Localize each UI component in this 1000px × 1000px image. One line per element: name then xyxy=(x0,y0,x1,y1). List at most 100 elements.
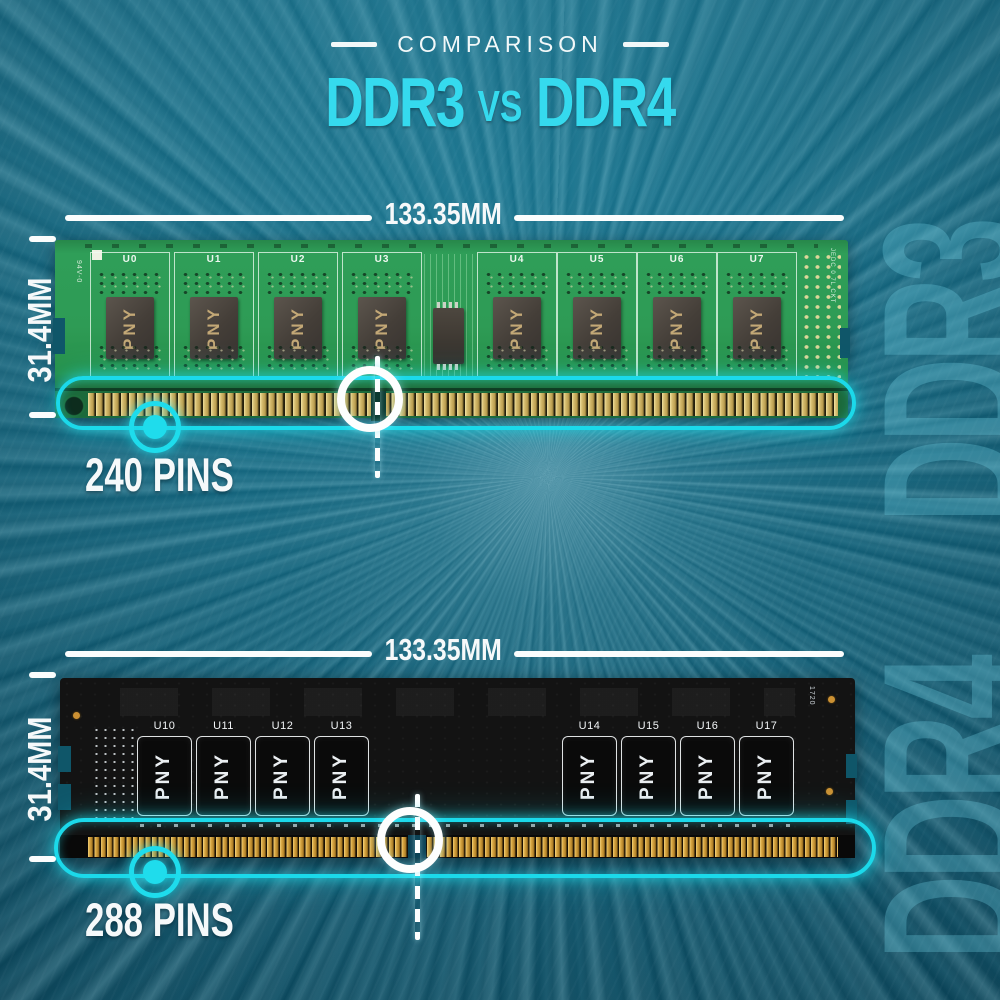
ddr3-chip-label: U0 xyxy=(122,254,138,265)
ddr4-pins xyxy=(88,837,838,857)
ddr3-chip-group: U7 PNY xyxy=(717,252,797,379)
ddr4-watermark-text: DDR4 xyxy=(842,659,1000,960)
ddr3-pad-dots xyxy=(180,270,248,294)
ddr4-memory-chip: PNY xyxy=(621,736,676,816)
eyebrow-dash-left xyxy=(331,42,378,47)
ddr3-width-line-right xyxy=(514,215,844,221)
ddr4-memory-chip: PNY xyxy=(255,736,310,816)
ddr3-pin-highlight-outline xyxy=(56,376,856,430)
ddr4-right-edge-notch-2 xyxy=(846,800,857,824)
ddr3-chip-group: U3 PNY xyxy=(342,252,422,379)
ddr3-pins-count: 240 PINS xyxy=(85,448,234,501)
ddr4-chip-brand: PNY xyxy=(696,751,718,801)
ddr4-height-label: 31.4MM xyxy=(21,716,58,822)
ddr3-height-label: 31.4MM xyxy=(21,277,58,383)
ddr4-chip-label: U17 xyxy=(755,720,778,732)
ddr4-watermark: DDR4 xyxy=(842,632,1000,987)
ddr3-smd-grid xyxy=(801,252,841,378)
ddr4-chip-label: U12 xyxy=(271,720,294,732)
ddr4-chip-brand: PNY xyxy=(578,751,600,801)
ddr3-chip-group: U5 PNY xyxy=(557,252,637,379)
ddr4-bottom-pads xyxy=(140,824,795,827)
ddr4-chip-group: U15 PNY xyxy=(621,720,676,820)
ddr4-pin-highlight-outline xyxy=(54,818,876,878)
ddr4-chip-label: U11 xyxy=(213,720,234,732)
ddr4-chip-group: U12 PNY xyxy=(255,720,310,820)
title-ddr3: DDR3 xyxy=(325,63,465,141)
ddr4-chip-group: U11 PNY xyxy=(196,720,251,820)
ddr3-pcb: 94V-0 JEDC 0 7L CKT U0 PNY U1 PNY U2 PNY U3 PNY… xyxy=(53,240,850,388)
ddr3-pad-dots xyxy=(180,343,248,371)
ddr3-spd-chip xyxy=(433,302,464,370)
ddr3-chip-label: U5 xyxy=(589,254,605,265)
ddr4-top-footprints xyxy=(120,688,795,716)
ddr3-chip-group: U6 PNY xyxy=(637,252,717,379)
ddr3-module: 94V-0 JEDC 0 7L CKT U0 PNY U1 PNY U2 PNY U3 PNY… xyxy=(53,240,850,421)
ddr4-chip-label: U16 xyxy=(696,720,719,732)
ddr4-chip-label: U10 xyxy=(153,720,176,732)
ddr3-pad-dots xyxy=(96,270,164,294)
ddr3-pcb-marking-right: JEDC 0 7L CKT xyxy=(829,248,835,304)
ddr4-module: 1720 U10 PNY U11 PNY U12 PNY U13 PNY U14 PNY U15 PN… xyxy=(58,678,857,858)
ddr3-chip-label: U7 xyxy=(749,254,765,265)
page-title: DDR3 vs DDR4 xyxy=(120,62,880,142)
ddr4-fiducial-dot-left xyxy=(73,712,80,719)
ddr3-pad-dots xyxy=(643,343,711,371)
ddr3-chip-label: U4 xyxy=(509,254,525,265)
ddr3-pad-dots xyxy=(563,343,631,371)
ddr3-chip-group: U1 PNY xyxy=(174,252,254,379)
ddr4-height-tick-top xyxy=(29,672,56,678)
ddr4-width-line-left xyxy=(65,651,372,657)
ddr4-width-line-right xyxy=(514,651,844,657)
ddr3-height-tick-top xyxy=(29,236,56,242)
ddr3-pad-dots xyxy=(264,343,332,371)
ddr3-pad-dots xyxy=(264,270,332,294)
ddr3-width-label: 133.35MM xyxy=(384,196,502,231)
ddr3-chip-group: U4 PNY xyxy=(477,252,557,379)
ddr4-width-label: 133.35MM xyxy=(384,632,502,667)
ddr3-chip-group: U0 PNY xyxy=(90,252,170,379)
ddr4-chip-group: U13 PNY xyxy=(314,720,369,820)
ddr3-chip-group: U2 PNY xyxy=(258,252,338,379)
eyebrow-row: COMPARISON xyxy=(0,31,1000,58)
ddr3-width-line-left xyxy=(65,215,372,221)
ddr4-pin-row xyxy=(60,835,855,858)
ddr4-memory-chip: PNY xyxy=(562,736,617,816)
eyebrow-title: COMPARISON xyxy=(397,31,603,57)
ddr4-left-edge-notch-2 xyxy=(58,784,71,810)
ddr4-chip-brand: PNY xyxy=(271,751,293,801)
ddr4-chip-group: U16 PNY xyxy=(680,720,735,820)
ddr3-fiducial-square xyxy=(92,250,102,260)
eyebrow-dash-right xyxy=(622,42,669,47)
ddr3-chip-label: U3 xyxy=(374,254,390,265)
ddr4-memory-chip: PNY xyxy=(314,736,369,816)
ddr3-pad-dots xyxy=(483,343,551,371)
title-vs: vs xyxy=(477,82,523,131)
ddr4-chip-brand: PNY xyxy=(212,751,234,801)
ddr4-fiducial-dot-right xyxy=(826,788,833,795)
ddr4-pin-callout-dot xyxy=(129,846,181,898)
ddr4-chip-brand: PNY xyxy=(755,751,777,801)
ddr4-chip-brand: PNY xyxy=(153,751,175,801)
ddr4-notch-circle xyxy=(377,807,443,873)
ddr4-chip-label: U14 xyxy=(578,720,601,732)
ddr4-chip-label: U15 xyxy=(637,720,660,732)
ddr3-pad-dots xyxy=(348,270,416,294)
ddr4-pins-count: 288 PINS xyxy=(85,893,234,946)
ddr4-smd-dot-grid xyxy=(92,726,136,822)
ddr3-height-tick-bottom xyxy=(29,412,56,418)
ddr4-memory-chip: PNY xyxy=(137,736,192,816)
ddr3-pad-dots xyxy=(643,270,711,294)
ddr3-watermark-text: DDR3 xyxy=(842,222,1000,523)
ddr4-right-edge-notch-1 xyxy=(846,754,857,778)
ddr4-pcb: 1720 U10 PNY U11 PNY U12 PNY U13 PNY U14 PNY U15 PN… xyxy=(58,678,857,835)
ddr3-pad-dots xyxy=(483,270,551,294)
ddr3-pad-dots xyxy=(96,343,164,371)
ddr3-pcb-marking-left: 94V-0 xyxy=(75,260,82,284)
ddr3-chip-label: U6 xyxy=(669,254,685,265)
title-ddr4: DDR4 xyxy=(535,63,676,141)
ddr4-pcb-marking: 1720 xyxy=(808,686,815,706)
ddr4-memory-chip: PNY xyxy=(739,736,794,816)
ddr3-chip-label: U1 xyxy=(206,254,222,265)
